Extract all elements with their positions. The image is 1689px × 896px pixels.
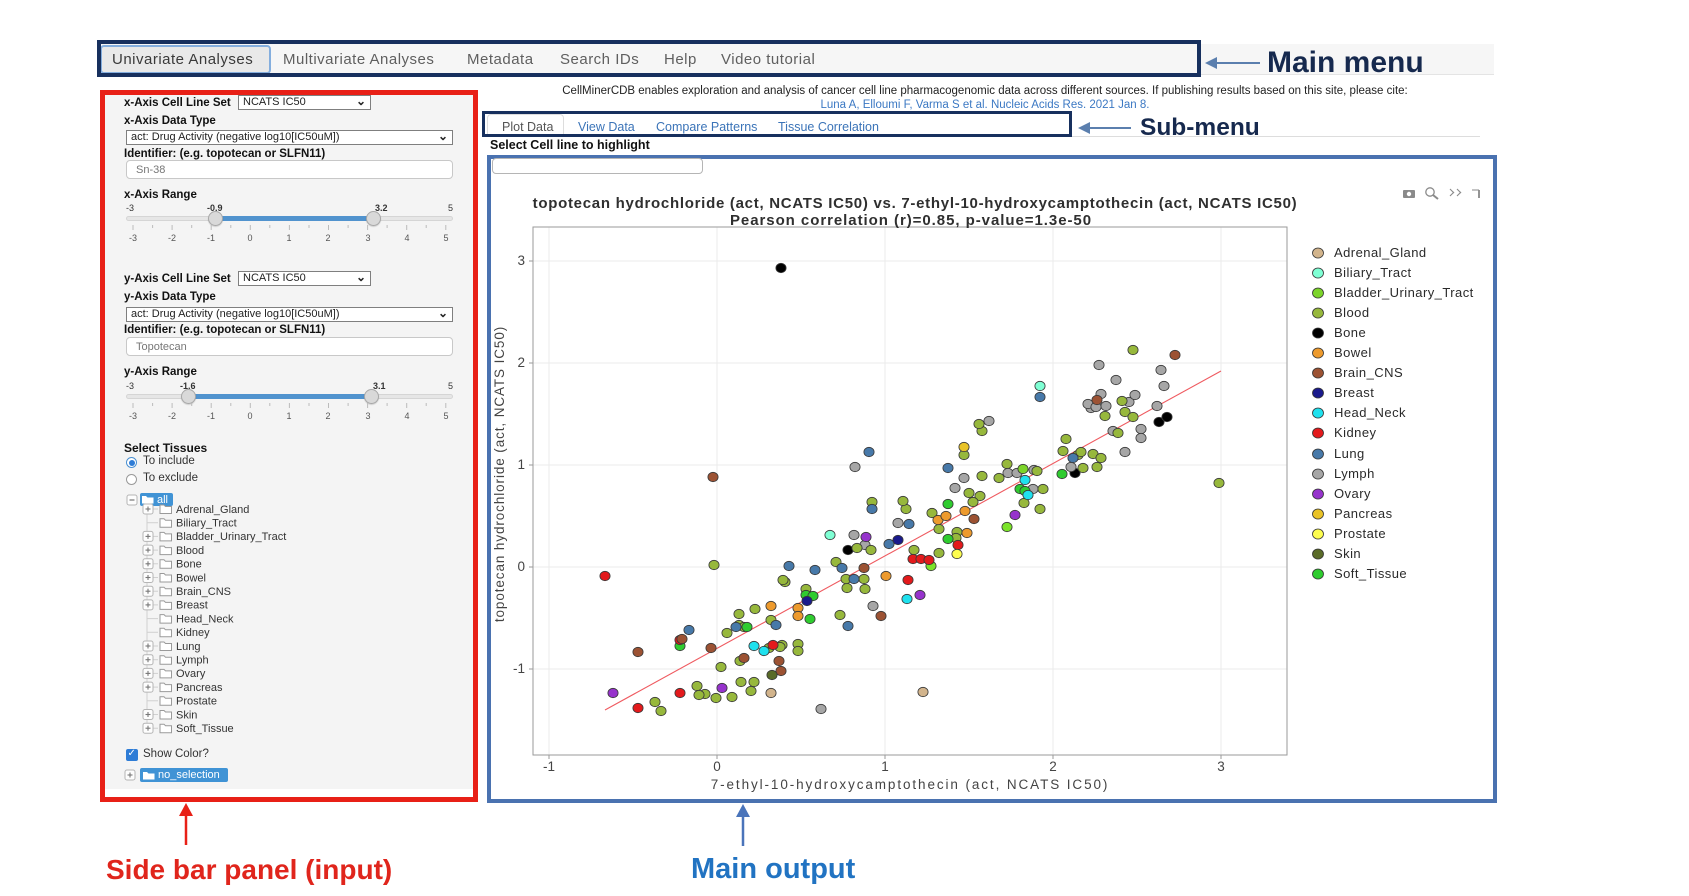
svg-text:Lung: Lung <box>1334 446 1365 461</box>
svg-text:Prostate: Prostate <box>176 696 217 708</box>
svg-text:Skin: Skin <box>176 709 197 721</box>
svg-text:Pancreas: Pancreas <box>1334 506 1393 521</box>
svg-text:Bone: Bone <box>176 559 202 571</box>
svg-text:Head_Neck: Head_Neck <box>1334 405 1406 420</box>
svg-text:Brain_CNS: Brain_CNS <box>1334 365 1403 380</box>
svg-text:Skin: Skin <box>1334 546 1361 561</box>
svg-text:Ovary: Ovary <box>176 668 206 680</box>
svg-text:Blood: Blood <box>1334 305 1370 320</box>
svg-text:Biliary_Tract: Biliary_Tract <box>176 518 237 530</box>
svg-text:Lymph: Lymph <box>176 655 209 667</box>
svg-text:Adrenal_Gland: Adrenal_Gland <box>1334 245 1427 260</box>
svg-text:Pancreas: Pancreas <box>176 682 223 694</box>
svg-text:Pearson correlation (r)=0.85,: Pearson correlation (r)=0.85, p-value=1.… <box>730 212 1092 229</box>
svg-text:Biliary_Tract: Biliary_Tract <box>1334 265 1412 280</box>
svg-text:7-ethyl-10-hydroxycamptothecin: 7-ethyl-10-hydroxycamptothecin (act, NCA… <box>711 777 1110 792</box>
svg-text:Bladder_Urinary_Tract: Bladder_Urinary_Tract <box>1334 285 1474 300</box>
svg-text:-1: -1 <box>513 661 525 676</box>
svg-text:Bone: Bone <box>1334 325 1366 340</box>
svg-text:Bowel: Bowel <box>1334 345 1372 360</box>
svg-text:Adrenal_Gland: Adrenal_Gland <box>176 504 249 516</box>
svg-text:3: 3 <box>517 253 525 268</box>
svg-text:0: 0 <box>517 559 525 574</box>
svg-text:1: 1 <box>517 457 525 472</box>
svg-text:0: 0 <box>713 759 721 774</box>
svg-text:Lymph: Lymph <box>1334 466 1375 481</box>
svg-text:Soft_Tissue: Soft_Tissue <box>1334 566 1407 581</box>
svg-text:2: 2 <box>1049 759 1057 774</box>
svg-text:Breast: Breast <box>176 600 208 612</box>
svg-text:topotecan hydrochloride (act,: topotecan hydrochloride (act, NCATS IC50… <box>492 326 507 622</box>
svg-text:Bladder_Urinary_Tract: Bladder_Urinary_Tract <box>176 531 286 543</box>
svg-text:Kidney: Kidney <box>1334 425 1376 440</box>
svg-text:Prostate: Prostate <box>1334 526 1386 541</box>
svg-text:Head_Neck: Head_Neck <box>176 613 234 625</box>
svg-text:1: 1 <box>881 759 889 774</box>
svg-text:Bowel: Bowel <box>176 572 206 584</box>
svg-text:-1: -1 <box>543 759 555 774</box>
svg-text:Soft_Tissue: Soft_Tissue <box>176 723 234 735</box>
svg-text:Breast: Breast <box>1334 385 1374 400</box>
svg-text:3: 3 <box>1217 759 1225 774</box>
svg-text:Kidney: Kidney <box>176 627 210 639</box>
svg-text:topotecan hydrochloride (act,: topotecan hydrochloride (act, NCATS IC50… <box>533 195 1298 212</box>
svg-text:2: 2 <box>517 355 525 370</box>
svg-text:Brain_CNS: Brain_CNS <box>176 586 231 598</box>
svg-text:Lung: Lung <box>176 641 200 653</box>
svg-text:Ovary: Ovary <box>1334 486 1371 501</box>
svg-text:Blood: Blood <box>176 545 204 557</box>
